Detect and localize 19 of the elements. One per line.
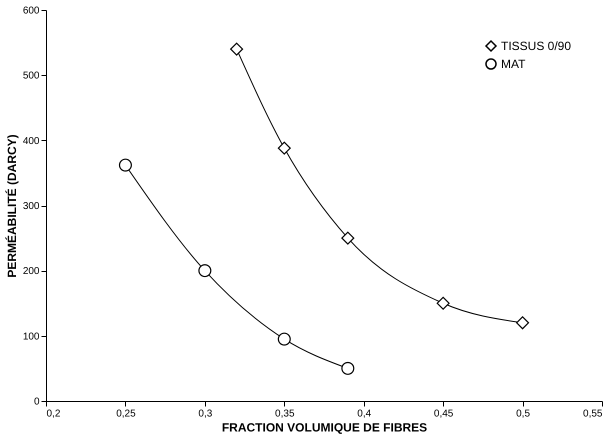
y-tick-label: 600 — [22, 6, 40, 16]
y-tick-label: 200 — [22, 266, 40, 278]
x-tick-label: 0,35 — [275, 408, 295, 420]
legend-label: TISSUS 0/90 — [501, 39, 572, 53]
y-tick-label: 500 — [22, 70, 40, 82]
x-tick-label: 0,25 — [116, 408, 136, 420]
y-tick-label: 0 — [34, 396, 40, 408]
y-tick-label: 400 — [22, 136, 40, 147]
x-tick-label: 0,4 — [357, 408, 372, 420]
x-tick-label: 0,45 — [434, 408, 454, 420]
x-tick-label: 0,5 — [516, 408, 530, 420]
x-tick-label: 0,2 — [46, 408, 61, 420]
x-tick-label: 0,55 — [583, 408, 603, 420]
y-tick-label: 300 — [22, 201, 40, 212]
x-tick-label: 0,3 — [198, 408, 213, 420]
y-tick-label: 100 — [22, 331, 40, 342]
legend-label: MAT — [501, 57, 526, 71]
x-axis-title: FRACTION VOLUMIQUE DE FIBRES — [222, 420, 428, 434]
y-axis-title: PERMÉABILITÉ (DARCY) — [4, 134, 19, 278]
